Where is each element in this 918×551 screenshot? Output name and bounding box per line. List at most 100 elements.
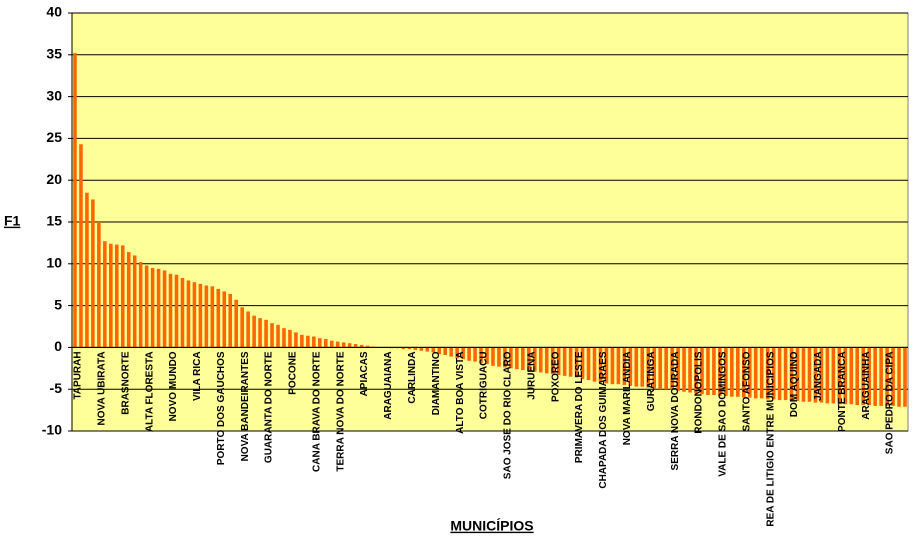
bar <box>610 347 615 385</box>
x-tick-label: NOVA BANDEIRANTES <box>240 351 251 461</box>
bar <box>604 347 609 384</box>
bar <box>437 347 442 355</box>
bar <box>843 347 848 405</box>
y-tick-label: 0 <box>54 338 62 354</box>
bar <box>652 347 657 389</box>
bar <box>801 347 806 402</box>
bar <box>747 347 752 398</box>
bar <box>521 347 525 370</box>
bar <box>795 347 800 401</box>
bar <box>359 344 364 348</box>
bar <box>676 347 680 391</box>
x-tick-label: TERRA NOVA DO NORTE <box>335 351 346 472</box>
bar <box>156 268 161 348</box>
x-tick-label: GURATINGA <box>646 351 657 411</box>
bar <box>664 347 668 390</box>
bar <box>431 347 436 353</box>
y-tick-label: 40 <box>46 4 62 20</box>
bar <box>335 341 340 348</box>
bar <box>712 347 716 396</box>
bar <box>234 299 239 348</box>
y-tick-label: 15 <box>46 213 62 229</box>
bar <box>598 347 603 383</box>
y-tick-label: 5 <box>54 296 62 312</box>
bar <box>97 222 101 348</box>
bar <box>228 293 233 348</box>
x-tick-label: JANGADA <box>813 351 824 400</box>
bar <box>688 347 692 393</box>
bar <box>509 347 513 369</box>
bar <box>91 199 95 348</box>
x-tick-label: VALE DE SAO DOMINGOS <box>718 351 729 477</box>
bar <box>138 262 143 348</box>
x-tick-label: SAO JOSE DO RIO CLARO <box>503 351 514 479</box>
y-tick-label: 30 <box>46 87 62 103</box>
x-tick-label: SERRA NOVA DOURADA <box>670 351 681 470</box>
x-tick-label: DIAMANTINO <box>431 351 442 415</box>
x-tick-label: CARLINDA <box>407 351 418 403</box>
x-tick-label: ALTO BOA VISTA <box>455 351 466 433</box>
bar <box>736 347 740 397</box>
bar <box>730 347 734 397</box>
bar <box>765 347 770 400</box>
bar <box>270 323 274 348</box>
x-tick-label: POCONE <box>288 351 299 395</box>
bar <box>455 347 459 359</box>
y-tick-label: 10 <box>46 255 62 271</box>
bar <box>306 335 310 348</box>
bar <box>491 347 495 366</box>
bar <box>449 347 453 357</box>
bar <box>192 282 197 348</box>
x-tick-label: DOM AQUINO <box>789 351 800 417</box>
bar <box>580 347 585 380</box>
bar <box>503 347 507 368</box>
bar <box>294 332 298 348</box>
bar <box>407 347 412 350</box>
bar <box>126 252 131 348</box>
x-tick-label: NOVA UBIRATA <box>97 351 108 425</box>
x-tick-label: ARAGUAINHA <box>861 351 872 419</box>
x-tick-label: ARAGUAIANA <box>383 351 394 419</box>
bar <box>879 347 883 406</box>
bar <box>401 347 406 350</box>
x-tick-label: POXOREO <box>550 351 561 402</box>
bar <box>670 347 674 391</box>
bar <box>634 347 639 387</box>
bar <box>120 245 125 348</box>
x-tick-label: NOVA MARILANDIA <box>622 351 633 445</box>
bar <box>586 347 591 381</box>
bar <box>186 280 191 348</box>
bar <box>73 53 77 348</box>
bar <box>246 311 250 348</box>
bar <box>783 347 788 401</box>
bar <box>312 336 316 348</box>
x-tick-label: GUARANTA DO NORTE <box>264 351 275 463</box>
bar <box>109 243 113 348</box>
x-tick-label: NOVO MUNDO <box>168 351 179 421</box>
bar <box>103 241 107 348</box>
x-tick-label: SAO PEDRO DA CIPA <box>885 351 896 454</box>
bar <box>252 315 256 348</box>
bar <box>771 347 776 400</box>
bar <box>837 347 842 405</box>
bar <box>873 347 877 406</box>
bar <box>341 342 346 348</box>
x-tick-label: TAPURAH <box>73 351 84 399</box>
bar <box>264 319 268 348</box>
bar <box>819 347 824 403</box>
bar <box>807 347 812 402</box>
bar <box>682 347 686 392</box>
bar <box>425 347 430 352</box>
bar <box>144 265 149 348</box>
bar <box>897 347 901 407</box>
bar <box>282 328 286 348</box>
bar <box>168 273 173 348</box>
bar <box>365 345 370 348</box>
bar <box>622 347 627 386</box>
bar <box>198 283 203 348</box>
bar <box>544 347 549 374</box>
bar <box>568 347 573 377</box>
y-tick-label: 20 <box>46 171 62 187</box>
x-tick-label: REA DE LITIGIO ENTRE MUNICIPIOS <box>765 351 776 527</box>
